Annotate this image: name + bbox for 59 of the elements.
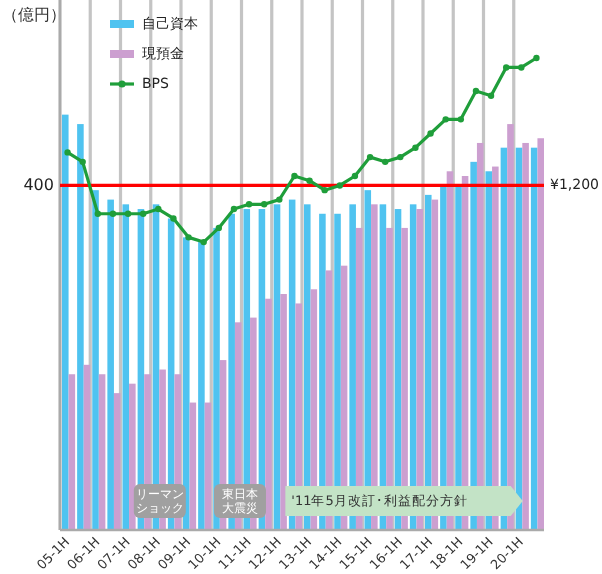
point <box>260 201 268 208</box>
point <box>502 64 510 71</box>
bar <box>189 402 197 530</box>
bar <box>198 242 205 530</box>
bar <box>77 124 84 530</box>
point <box>230 205 238 213</box>
bar <box>507 124 514 530</box>
point <box>427 130 434 137</box>
point <box>170 215 177 222</box>
point <box>215 224 223 232</box>
bar <box>83 364 91 530</box>
point <box>366 153 374 161</box>
point <box>397 153 404 161</box>
point <box>351 172 359 180</box>
bar <box>204 402 212 530</box>
point <box>472 87 480 95</box>
point <box>94 210 102 217</box>
point <box>109 210 117 217</box>
point <box>518 64 525 71</box>
bar <box>530 147 538 530</box>
point <box>487 92 495 99</box>
bar <box>280 294 287 530</box>
point <box>185 234 192 241</box>
bar <box>265 298 272 530</box>
point <box>442 116 449 123</box>
point <box>533 54 540 62</box>
point <box>321 186 328 194</box>
bar <box>68 374 76 530</box>
point <box>79 158 86 166</box>
point <box>139 210 147 217</box>
point <box>200 238 207 246</box>
bar <box>107 199 114 530</box>
bar <box>122 204 130 530</box>
point <box>336 182 344 189</box>
bar <box>371 204 378 530</box>
bar <box>273 204 281 530</box>
bar <box>470 161 477 530</box>
point <box>64 149 71 156</box>
text: 400 <box>23 175 54 194</box>
point <box>381 158 389 166</box>
bar <box>129 383 136 530</box>
point <box>245 201 253 208</box>
bar <box>92 190 99 530</box>
point <box>276 196 283 203</box>
bar <box>113 393 121 530</box>
point <box>412 144 419 151</box>
point <box>291 172 298 180</box>
bar <box>522 142 529 530</box>
bar <box>62 114 69 530</box>
bar <box>98 374 106 530</box>
bar <box>213 227 220 530</box>
point <box>457 116 465 123</box>
bar <box>537 138 544 530</box>
point <box>124 210 132 217</box>
point <box>306 177 313 184</box>
y-axis-title: （億円） <box>2 6 66 24</box>
point <box>155 205 162 213</box>
bar <box>492 166 499 530</box>
bar <box>183 237 190 530</box>
